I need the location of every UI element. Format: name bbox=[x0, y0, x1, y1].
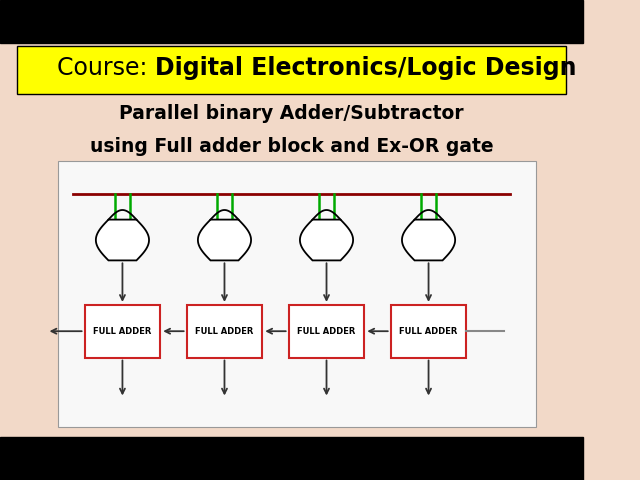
FancyBboxPatch shape bbox=[187, 305, 262, 358]
Polygon shape bbox=[300, 220, 353, 260]
FancyBboxPatch shape bbox=[289, 305, 364, 358]
FancyBboxPatch shape bbox=[84, 305, 161, 358]
FancyBboxPatch shape bbox=[0, 437, 583, 480]
FancyBboxPatch shape bbox=[17, 46, 566, 94]
Text: Digital Electronics/Logic Design: Digital Electronics/Logic Design bbox=[154, 56, 576, 80]
Polygon shape bbox=[96, 220, 149, 260]
Polygon shape bbox=[402, 220, 455, 260]
Text: FULL ADDER: FULL ADDER bbox=[93, 327, 152, 336]
Polygon shape bbox=[198, 220, 251, 260]
Text: Course:: Course: bbox=[56, 56, 154, 80]
Text: FULL ADDER: FULL ADDER bbox=[195, 327, 253, 336]
FancyBboxPatch shape bbox=[390, 305, 467, 358]
FancyBboxPatch shape bbox=[58, 161, 536, 427]
Text: Parallel binary Adder/Subtractor: Parallel binary Adder/Subtractor bbox=[119, 104, 464, 123]
Text: FULL ADDER: FULL ADDER bbox=[399, 327, 458, 336]
Text: FULL ADDER: FULL ADDER bbox=[298, 327, 356, 336]
FancyBboxPatch shape bbox=[0, 0, 583, 43]
Text: using Full adder block and Ex-OR gate: using Full adder block and Ex-OR gate bbox=[90, 137, 493, 156]
